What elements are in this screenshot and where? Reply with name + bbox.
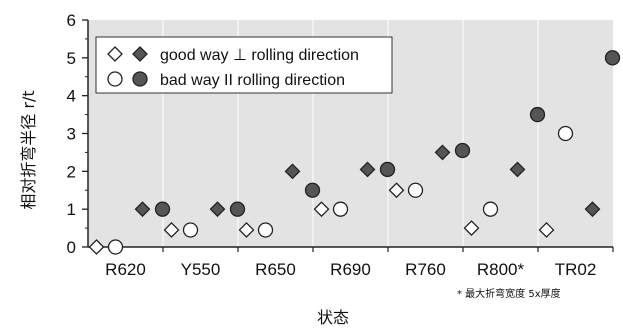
filled-diamond-point <box>134 201 151 218</box>
filled-diamond-point <box>284 163 301 180</box>
open-diamond-point <box>463 220 480 237</box>
x-axis-categories: R620 Y550 R650 R690 R760 R800* TR02 <box>105 247 614 279</box>
y-axis-title: 相对折弯半径 r/t <box>19 90 38 209</box>
open-circle-point <box>182 222 199 238</box>
open-circle-point <box>257 222 274 238</box>
filled-circle-point <box>454 142 471 159</box>
open-circle-point <box>557 125 574 142</box>
y-tick-label: 6 <box>67 11 76 30</box>
legend-filled-diamond-marker <box>132 46 148 62</box>
filled-circle-point <box>529 106 546 123</box>
open-diamond-point <box>538 222 555 238</box>
filled-diamond-point <box>584 201 601 218</box>
open-diamond-point <box>88 239 105 255</box>
y-tick-label: 5 <box>67 49 76 68</box>
x-category-label: R690 <box>330 260 371 279</box>
open-diamond-point <box>238 222 255 238</box>
open-diamond-point <box>313 201 330 218</box>
data-points <box>88 50 621 255</box>
legend-open-circle-marker <box>107 71 123 87</box>
open-circle-point <box>107 239 124 255</box>
filled-diamond-point <box>359 161 376 178</box>
filled-circle-point <box>229 201 246 217</box>
filled-diamond-point <box>209 201 226 218</box>
filled-circle-point <box>154 201 171 217</box>
x-axis-title: 状态 <box>317 308 349 327</box>
legend-label-good-way: good way ⊥ rolling direction <box>160 47 359 64</box>
y-axis-ticks: 0 1 2 3 4 5 6 <box>67 11 88 257</box>
y-tick-label: 2 <box>67 162 76 181</box>
filled-diamond-point <box>434 144 451 161</box>
x-category-label: TR02 <box>555 260 597 279</box>
open-diamond-point <box>388 182 405 199</box>
y-tick-label: 4 <box>67 87 76 106</box>
legend-filled-circle-marker <box>132 71 148 87</box>
x-category-label: R760 <box>405 260 446 279</box>
y-tick-label: 3 <box>67 125 76 144</box>
legend: good way ⊥ rolling direction bad way II … <box>95 36 393 94</box>
open-diamond-point <box>163 222 180 238</box>
filled-circle-point <box>604 50 621 66</box>
x-category-label: R650 <box>255 260 296 279</box>
open-circle-point <box>482 201 499 217</box>
filled-diamond-point <box>509 161 526 178</box>
x-category-label: R800* <box>477 260 525 279</box>
open-circle-point <box>332 201 349 217</box>
filled-circle-point <box>379 161 396 178</box>
legend-open-diamond-marker <box>107 46 123 62</box>
y-tick-label: 1 <box>67 200 76 219</box>
open-circle-point <box>407 182 424 198</box>
filled-circle-point <box>304 182 321 198</box>
x-category-label: Y550 <box>181 260 221 279</box>
y-tick-label: 0 <box>67 238 76 257</box>
legend-label-bad-way: bad way II rolling direction <box>160 72 345 89</box>
x-category-label: R620 <box>105 260 146 279</box>
footnote: * 最大折弯宽度 5x厚度 <box>457 287 561 300</box>
